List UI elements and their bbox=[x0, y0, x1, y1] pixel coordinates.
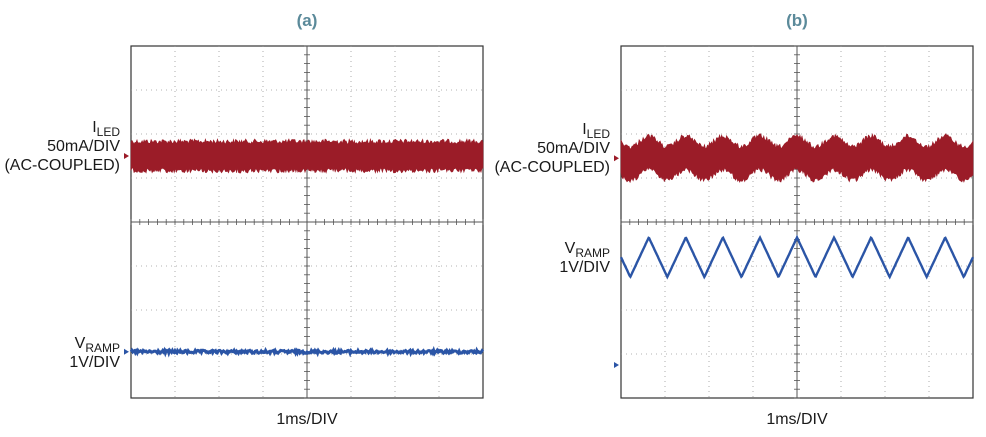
iled-label-sub: LED bbox=[587, 127, 611, 141]
vramp-trace bbox=[619, 234, 975, 280]
vramp-channel-marker bbox=[124, 348, 129, 355]
iled-label-main: I bbox=[92, 119, 96, 136]
iled-scale-label: (AC-COUPLED) bbox=[4, 157, 120, 174]
x-axis-label: 1ms/DIV bbox=[766, 411, 828, 428]
vramp-scale-label: 1V/DIV bbox=[559, 259, 610, 276]
vramp-label-sub: RAMP bbox=[575, 246, 610, 260]
iled-label-main: I bbox=[582, 121, 586, 138]
iled-trace bbox=[620, 132, 974, 184]
vramp-trace bbox=[129, 345, 485, 358]
vramp-label-main: V bbox=[75, 335, 86, 352]
iled-scale-label: (AC-COUPLED) bbox=[494, 159, 610, 176]
iled-scale-label: 50mA/DIV bbox=[537, 140, 610, 157]
iled-channel-marker bbox=[614, 155, 619, 162]
vramp-label: VRAMP bbox=[565, 240, 610, 260]
iled-label: ILED bbox=[582, 121, 610, 141]
iled-label: ILED bbox=[92, 119, 120, 139]
vramp-scale-label: 1V/DIV bbox=[69, 354, 120, 371]
panel-title: (a) bbox=[297, 11, 318, 30]
vramp-label-main: V bbox=[565, 240, 576, 257]
iled-scale-label: 50mA/DIV bbox=[47, 138, 120, 155]
panel-title: (b) bbox=[786, 11, 808, 30]
iled-trace bbox=[130, 138, 484, 174]
iled-channel-marker bbox=[124, 153, 129, 159]
vramp-label-sub: RAMP bbox=[85, 341, 120, 355]
vramp-channel-marker bbox=[614, 362, 619, 368]
iled-label-sub: LED bbox=[97, 125, 121, 139]
vramp-label: VRAMP bbox=[75, 335, 120, 355]
x-axis-label: 1ms/DIV bbox=[276, 411, 338, 428]
